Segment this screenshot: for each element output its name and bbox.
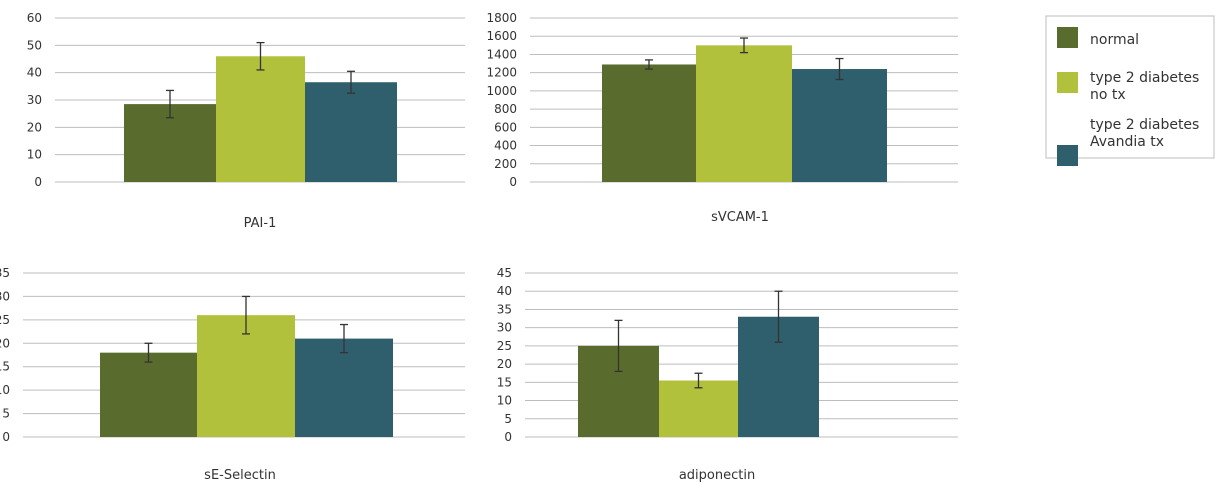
y-tick-label: 10: [497, 394, 512, 408]
chart-2: 0 5 10 15 20 25 30 35 sE-Selectin: [0, 266, 465, 483]
error-bar-t2d_avandia: [835, 57, 844, 81]
y-tick-label: 30: [0, 289, 10, 303]
y-tick-label: 0: [509, 175, 517, 189]
charts-group: 0102030405060PAI-10200400600800100012001…: [0, 11, 958, 483]
y-tick-label: 0: [2, 430, 10, 444]
legend-label: Avandia tx: [1090, 134, 1164, 150]
error-bar-t2d_no_tx: [242, 295, 250, 335]
y-tick-label: 200: [494, 157, 517, 171]
bar-normal: [602, 64, 696, 182]
y-tick-label: 40: [497, 284, 512, 298]
y-tick-label: 400: [494, 139, 517, 153]
y-tick-label: 20: [27, 120, 42, 134]
error-bar-normal: [144, 342, 153, 363]
y-tick-label: 60: [27, 11, 42, 25]
y-tick-label: 5: [2, 407, 10, 421]
legend-item-normal: normal: [1057, 27, 1139, 48]
y-tick-label: 10: [27, 148, 42, 162]
y-tick-label: 25: [0, 313, 10, 327]
legend-swatch: [1057, 145, 1078, 166]
x-axis-label: sE-Selectin: [204, 468, 276, 483]
bar-t2d_no_tx: [197, 315, 295, 437]
y-tick-label: 25: [497, 339, 512, 353]
y-tick-label: 1800: [486, 11, 517, 25]
legend-swatch: [1057, 72, 1078, 93]
bar-t2d_avandia: [295, 338, 393, 437]
bar-t2d_no_tx: [696, 45, 792, 183]
bar-t2d_no_tx: [216, 56, 305, 183]
legend-label: type 2 diabetes: [1090, 70, 1199, 86]
bar-t2d_avandia: [305, 82, 397, 182]
y-tick-label: 35: [0, 266, 10, 280]
y-tick-label: 30: [27, 93, 42, 107]
error-bar-t2d_no_tx: [256, 41, 265, 71]
legend-label: no tx: [1090, 87, 1126, 103]
error-bar-t2d_avandia: [340, 323, 348, 354]
bar-t2d_no_tx: [659, 380, 738, 437]
chart-3: 0 5 10 15 20 25 30 35 40 45 adiponectin: [497, 266, 958, 483]
y-tick-label: 800: [494, 102, 517, 116]
y-tick-label: 1400: [486, 47, 517, 61]
chart-0: 0 10 20 30 40 50 60 PAI-1: [27, 11, 465, 231]
bar-t2d_avandia: [792, 69, 887, 182]
error-bar-t2d_avandia: [774, 290, 783, 343]
x-axis-label: adiponectin: [679, 468, 755, 483]
y-tick-label: 35: [497, 302, 512, 316]
y-tick-label: 15: [497, 375, 512, 389]
error-bar-normal: [166, 89, 174, 119]
x-axis-label: PAI-1: [244, 216, 277, 231]
legend-label: normal: [1090, 32, 1139, 48]
y-tick-label: 1000: [486, 84, 517, 98]
y-tick-label: 45: [497, 266, 512, 280]
chart-1: 0 200 400 600 800 1000 1200 1400 1600 1800 sVCAM-1: [486, 11, 958, 225]
error-bar-normal: [645, 59, 653, 70]
y-tick-label: 20: [0, 336, 10, 350]
error-bar-normal: [614, 319, 623, 373]
bar-normal: [100, 352, 197, 437]
legend-label: type 2 diabetes: [1090, 117, 1199, 133]
y-tick-label: 40: [27, 66, 42, 80]
y-tick-label: 10: [0, 383, 10, 397]
y-tick-label: 15: [0, 360, 10, 374]
y-tick-label: 0: [34, 175, 42, 189]
y-tick-label: 1200: [486, 66, 517, 80]
y-tick-label: 5: [504, 412, 512, 426]
y-tick-label: 0: [504, 430, 512, 444]
error-bar-t2d_no_tx: [740, 37, 748, 54]
y-tick-label: 600: [494, 120, 517, 134]
y-tick-label: 50: [27, 38, 42, 52]
y-tick-label: 20: [497, 357, 512, 371]
y-tick-label: 1600: [486, 29, 517, 43]
error-bar-t2d_avandia: [347, 70, 355, 94]
legend-swatch: [1057, 27, 1078, 48]
y-tick-label: 30: [497, 321, 512, 335]
x-axis-label: sVCAM-1: [711, 210, 769, 225]
error-bar-t2d_no_tx: [694, 372, 703, 389]
